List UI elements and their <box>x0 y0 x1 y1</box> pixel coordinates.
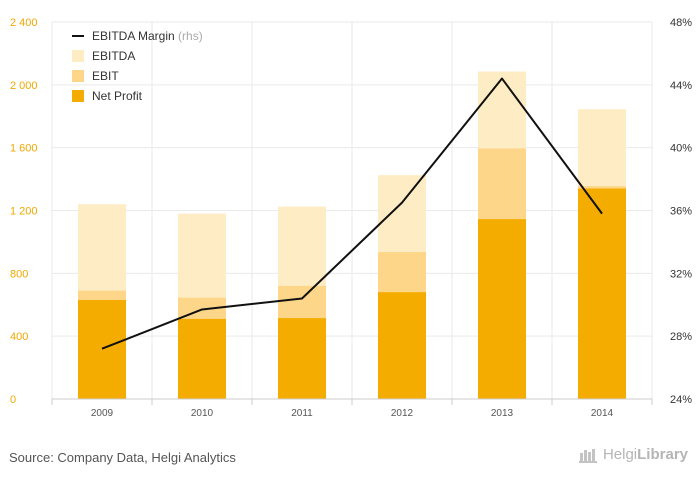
axes: 0 400 800 1 200 1 600 2 000 2 400 24% 28% 32% 36% 4… <box>10 17 692 419</box>
bar-net-profit <box>278 318 326 399</box>
left-tick-label: 1 200 <box>10 206 38 218</box>
left-tick-label: 0 <box>10 394 16 406</box>
right-tick-label: 36% <box>670 206 692 218</box>
legend-label-ebitda-margin: EBITDA Margin (rhs) <box>92 29 203 43</box>
legend-swatch-ebit <box>72 70 84 82</box>
bar-net-profit <box>378 292 426 399</box>
legend-label-ebit: EBIT <box>92 69 119 83</box>
chart: 0 400 800 1 200 1 600 2 000 2 400 24% 28% 32% 36% 4… <box>10 17 692 419</box>
grid-lines <box>51 21 653 399</box>
right-tick-label: 48% <box>670 17 692 29</box>
legend-series-name: EBITDA Margin <box>92 29 178 43</box>
brand-name-light: Helgi <box>602 446 638 463</box>
right-tick-label: 32% <box>670 268 692 280</box>
left-tick-label: 2 000 <box>10 80 38 92</box>
legend-swatch-ebitda <box>72 50 84 62</box>
left-tick-label: 2 400 <box>10 17 38 29</box>
legend-swatch-net-profit <box>72 90 84 102</box>
brand-name-bold: Library <box>637 446 688 463</box>
x-tick-label: 2009 <box>91 408 114 419</box>
left-tick-label: 800 <box>10 268 28 280</box>
bar-net-profit <box>178 318 226 399</box>
bars <box>78 71 626 400</box>
series-line-ebitda-margin <box>101 77 603 350</box>
brand-logo: Helgi Library <box>578 446 688 463</box>
x-tick-label: 2013 <box>491 408 514 419</box>
legend-label-net-profit: Net Profit <box>92 89 143 103</box>
left-tick-label: 400 <box>10 331 28 343</box>
x-tick-label: 2010 <box>191 408 214 419</box>
right-tick-label: 28% <box>670 331 692 343</box>
legend: EBITDA Margin (rhs) EBITDA EBIT Net Profit <box>72 29 203 103</box>
x-tick-label: 2014 <box>591 408 614 419</box>
x-tick-label: 2012 <box>391 408 414 419</box>
library-icon <box>578 448 597 463</box>
legend-rhs-note: (rhs) <box>178 29 203 43</box>
bar-net-profit <box>478 219 526 399</box>
right-tick-label: 40% <box>670 143 692 155</box>
left-tick-label: 1 600 <box>10 143 38 155</box>
legend-label-ebitda: EBITDA <box>92 49 135 63</box>
bar-net-profit <box>78 300 126 399</box>
x-tick-label: 2011 <box>291 408 313 419</box>
source-note: Source: Company Data, Helgi Analytics <box>9 450 236 465</box>
right-tick-label: 44% <box>670 80 692 92</box>
bar-net-profit <box>578 188 626 399</box>
margin-line <box>101 77 603 350</box>
right-tick-label: 24% <box>670 394 692 406</box>
